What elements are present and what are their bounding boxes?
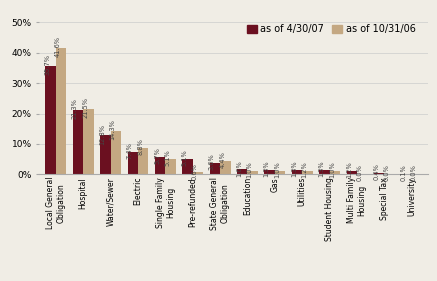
Bar bbox=[210, 163, 220, 174]
Text: 1.2%: 1.2% bbox=[346, 161, 352, 178]
Bar bbox=[329, 171, 340, 174]
Text: 1.6%: 1.6% bbox=[236, 160, 242, 176]
Text: 21.3%: 21.3% bbox=[72, 98, 78, 119]
Bar bbox=[237, 169, 247, 174]
Bar bbox=[165, 159, 176, 174]
Text: 0.0%: 0.0% bbox=[411, 165, 417, 182]
Text: 41.6%: 41.6% bbox=[55, 36, 61, 57]
Bar bbox=[138, 148, 148, 174]
Bar bbox=[220, 161, 230, 174]
Bar bbox=[155, 157, 165, 174]
Text: 1.0%: 1.0% bbox=[329, 162, 335, 178]
Bar bbox=[182, 159, 193, 174]
Text: 3.6%: 3.6% bbox=[209, 154, 215, 171]
Bar bbox=[193, 173, 203, 174]
Bar bbox=[374, 173, 385, 174]
Text: 1.3%: 1.3% bbox=[264, 161, 270, 177]
Bar bbox=[111, 131, 121, 174]
Text: 4.4%: 4.4% bbox=[219, 151, 225, 168]
Bar bbox=[292, 170, 302, 174]
Legend: as of 4/30/07, as of 10/31/06: as of 4/30/07, as of 10/31/06 bbox=[247, 24, 416, 34]
Text: 1.3%: 1.3% bbox=[319, 161, 324, 177]
Bar bbox=[73, 110, 83, 174]
Bar bbox=[302, 171, 313, 174]
Text: 21.5%: 21.5% bbox=[82, 97, 88, 118]
Text: 35.7%: 35.7% bbox=[45, 54, 51, 75]
Bar bbox=[100, 135, 111, 174]
Text: 5.7%: 5.7% bbox=[154, 147, 160, 164]
Text: 0.0%: 0.0% bbox=[356, 165, 362, 182]
Bar bbox=[347, 171, 357, 174]
Text: 1.0%: 1.0% bbox=[247, 162, 253, 178]
Text: 1.3%: 1.3% bbox=[291, 161, 297, 177]
Text: 0.1%: 0.1% bbox=[401, 164, 406, 181]
Bar bbox=[56, 48, 66, 174]
Bar bbox=[264, 170, 275, 174]
Text: 0.4%: 0.4% bbox=[373, 163, 379, 180]
Text: 0.0%: 0.0% bbox=[384, 165, 390, 182]
Text: 1.2%: 1.2% bbox=[302, 161, 308, 178]
Text: 12.8%: 12.8% bbox=[99, 124, 105, 145]
Bar bbox=[247, 171, 258, 174]
Text: 14.3%: 14.3% bbox=[110, 119, 116, 140]
Text: 1.0%: 1.0% bbox=[274, 162, 280, 178]
Text: 0.6%: 0.6% bbox=[192, 163, 198, 180]
Bar bbox=[83, 109, 94, 174]
Text: 5.1%: 5.1% bbox=[164, 149, 170, 166]
Bar bbox=[45, 66, 56, 174]
Bar bbox=[275, 171, 285, 174]
Text: 8.8%: 8.8% bbox=[137, 138, 143, 155]
Bar bbox=[128, 152, 138, 174]
Text: 5.1%: 5.1% bbox=[181, 149, 187, 166]
Text: 7.4%: 7.4% bbox=[127, 142, 133, 159]
Bar bbox=[319, 170, 329, 174]
